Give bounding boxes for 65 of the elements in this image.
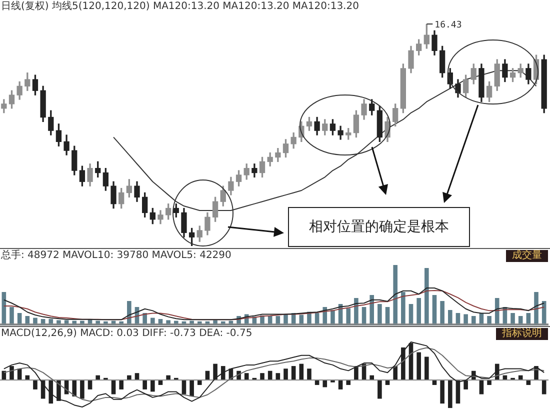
bar [111,380,116,394]
bar [338,380,343,390]
bar [244,373,249,380]
bar [494,298,500,325]
bar [542,380,546,394]
text: 指标说明 [496,328,548,340]
bar [487,380,492,385]
bar [346,308,351,325]
chart-title: MACD(12,26,9) MACD: 0.03 DIFF: -0.73 DEA: -0.75 [1,328,252,339]
bar [424,268,429,325]
bar [213,364,218,380]
chart-title: 日线(复权) 均线5(120,120,120) MA120:13.20 MA120:13.20 MA120:13.20 [1,1,359,12]
bar [190,380,194,396]
bar [510,313,515,325]
bar [448,310,452,325]
bar [393,265,398,325]
bar [378,304,382,325]
bar [401,292,406,325]
bar [119,380,124,390]
bar [299,314,304,325]
bar [424,356,429,380]
bar [354,298,358,325]
bar [464,314,468,325]
bar [48,380,54,404]
bar [440,380,444,404]
bar [378,380,382,399]
bar [401,347,406,380]
bar [440,301,444,325]
bar [220,366,226,380]
bar [370,295,374,325]
bar [330,310,335,325]
bar [260,373,264,380]
bar [464,380,468,390]
bar [487,316,492,325]
bar [10,307,14,325]
bar [448,380,452,408]
bar [471,316,476,325]
chart-title: 总手: 48972 MAVOL10: 39780 MAVOL5: 42290 [1,250,232,261]
bar [322,380,328,388]
bar [72,380,77,396]
bar [416,298,421,325]
bar [432,295,437,325]
bar [150,380,155,392]
bar [80,380,84,399]
bar [56,380,61,401]
bar [534,292,538,325]
bar [88,380,92,390]
bar [299,364,304,380]
bar [393,366,398,380]
bar [416,352,421,380]
bar [307,368,312,380]
bar [197,380,202,385]
annotation: 16.43 [434,20,462,30]
bar [518,316,523,325]
bar [10,366,14,380]
text: 成交量 [506,250,548,262]
bar [25,316,30,325]
bar [182,380,186,394]
bar [33,380,38,390]
bar [346,380,351,385]
annotation: 相对位置的确定是根本 [288,207,470,247]
bar [142,380,147,390]
bar [127,301,132,325]
bar [284,368,288,380]
bar [479,380,484,394]
